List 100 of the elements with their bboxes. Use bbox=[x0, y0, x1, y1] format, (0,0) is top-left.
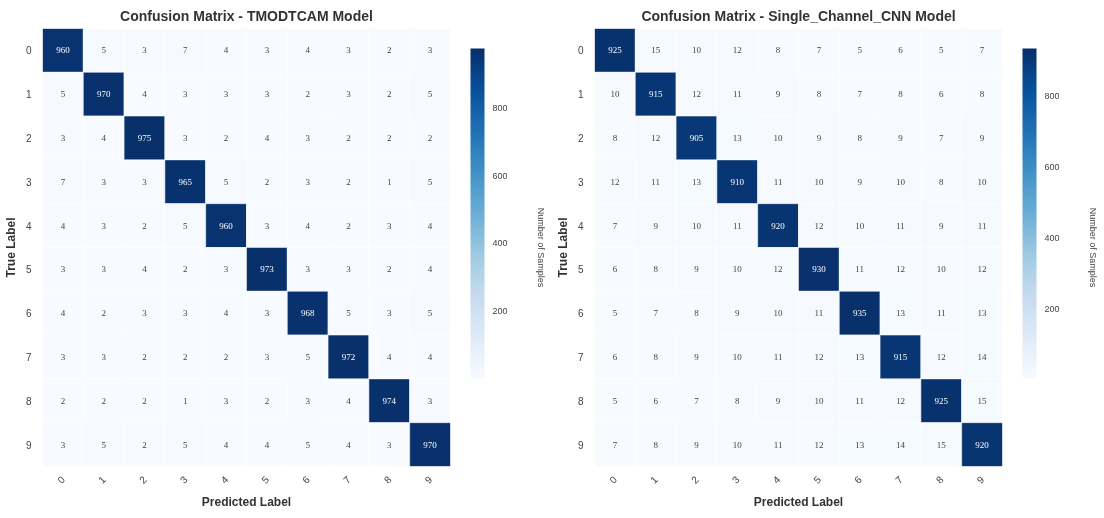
data-label: 4 bbox=[223, 45, 229, 56]
color-bar-label: 200 bbox=[492, 306, 508, 317]
data-label: 3 bbox=[427, 395, 433, 406]
data-label: 12 bbox=[773, 264, 783, 275]
data-label: 3 bbox=[183, 308, 189, 319]
data-label: 3 bbox=[305, 395, 311, 406]
data-label: 10 bbox=[896, 176, 906, 187]
data-label: 3 bbox=[427, 45, 433, 56]
x-tick-label: 4 bbox=[218, 473, 231, 486]
y-tick-label: 0 bbox=[25, 45, 32, 57]
data-label: 1 bbox=[183, 395, 188, 406]
y-tick-label: 3 bbox=[25, 176, 32, 188]
data-label: 11 bbox=[651, 176, 661, 187]
data-label: 960 bbox=[219, 220, 234, 231]
data-label: 930 bbox=[812, 264, 827, 275]
x-tick-label: 3 bbox=[729, 473, 742, 486]
data-label: 2 bbox=[142, 352, 147, 362]
y-tick-label: 1 bbox=[577, 89, 584, 101]
data-label: 7 bbox=[979, 45, 985, 56]
data-label: 12 bbox=[651, 133, 661, 143]
data-label: 5 bbox=[305, 352, 311, 362]
data-label: 7 bbox=[653, 308, 659, 319]
data-label: 974 bbox=[382, 395, 397, 406]
data-label: 5 bbox=[346, 308, 352, 319]
data-label: 4 bbox=[60, 220, 66, 231]
x-tick-label: 4 bbox=[770, 473, 783, 486]
data-label: 6 bbox=[898, 45, 904, 56]
data-label: 11 bbox=[855, 264, 865, 275]
data-label: 5 bbox=[939, 45, 945, 56]
y-tick-label: 3 bbox=[577, 176, 584, 188]
data-label: 3 bbox=[223, 89, 229, 100]
data-label: 5 bbox=[183, 439, 189, 450]
data-label: 973 bbox=[260, 264, 275, 275]
data-label: 13 bbox=[692, 176, 702, 187]
data-label: 4 bbox=[101, 133, 107, 143]
data-label: 13 bbox=[977, 308, 988, 319]
data-label: 3 bbox=[387, 220, 393, 231]
y-tick-label: 6 bbox=[577, 308, 584, 320]
data-label: 9 bbox=[898, 133, 904, 143]
data-label: 3 bbox=[223, 264, 229, 275]
data-label: 11 bbox=[773, 352, 783, 362]
y-tick-label: 4 bbox=[25, 220, 32, 232]
data-label: 10 bbox=[773, 133, 784, 143]
data-label: 935 bbox=[852, 308, 867, 319]
data-label: 2 bbox=[183, 352, 188, 362]
y-axis-title: True Label bbox=[555, 217, 570, 278]
data-label: 6 bbox=[653, 395, 659, 406]
data-label: 3 bbox=[183, 89, 189, 100]
data-label: 3 bbox=[142, 308, 148, 319]
data-label: 2 bbox=[346, 220, 351, 231]
data-label: 925 bbox=[608, 45, 623, 56]
data-label: 3 bbox=[223, 395, 229, 406]
data-label: 12 bbox=[814, 352, 824, 362]
data-label: 905 bbox=[689, 133, 704, 143]
data-label: 5 bbox=[427, 176, 433, 187]
data-label: 2 bbox=[427, 133, 433, 143]
data-label: 5 bbox=[183, 220, 189, 231]
data-label: 11 bbox=[732, 89, 742, 100]
y-axis-title: True Label bbox=[3, 217, 18, 278]
data-label: 3 bbox=[183, 133, 189, 143]
data-label: 4 bbox=[142, 264, 148, 275]
data-label: 9 bbox=[816, 133, 822, 143]
data-label: 4 bbox=[305, 220, 311, 231]
data-label: 915 bbox=[893, 352, 908, 362]
y-tick-label: 1 bbox=[25, 89, 32, 101]
data-label: 6 bbox=[612, 352, 618, 362]
data-label: 10 bbox=[977, 176, 988, 187]
color-bar-label: 200 bbox=[1044, 304, 1060, 315]
x-tick-label: 5 bbox=[259, 473, 272, 486]
data-label: 5 bbox=[427, 308, 433, 319]
x-tick-label: 9 bbox=[974, 473, 987, 486]
data-label: 7 bbox=[816, 45, 822, 56]
data-label: 9 bbox=[735, 308, 741, 319]
x-tick-label: 5 bbox=[811, 473, 824, 486]
data-label: 12 bbox=[692, 89, 701, 100]
data-label: 5 bbox=[101, 439, 107, 450]
data-label: 13 bbox=[855, 439, 865, 450]
data-label: 11 bbox=[936, 308, 946, 319]
x-tick-label: 0 bbox=[607, 473, 620, 486]
data-label: 2 bbox=[387, 89, 392, 100]
color-bar-label: 800 bbox=[492, 102, 508, 113]
data-label: 8 bbox=[653, 264, 659, 275]
data-label: 6 bbox=[939, 89, 945, 100]
data-label: 8 bbox=[735, 395, 741, 406]
data-label: 8 bbox=[653, 439, 659, 450]
data-label: 7 bbox=[612, 220, 618, 231]
x-tick-label: 2 bbox=[689, 473, 702, 486]
data-label: 11 bbox=[977, 220, 987, 231]
x-axis-title: Predicted Label bbox=[201, 495, 292, 510]
color-bar-label: 400 bbox=[492, 238, 508, 249]
data-label: 3 bbox=[387, 308, 393, 319]
color-bar-label: 600 bbox=[492, 170, 508, 181]
data-label: 11 bbox=[896, 220, 905, 231]
data-label: 965 bbox=[178, 176, 193, 187]
data-label: 7 bbox=[939, 133, 945, 143]
data-label: 12 bbox=[732, 45, 742, 56]
data-label: 2 bbox=[387, 264, 392, 275]
data-label: 972 bbox=[341, 352, 356, 362]
y-tick-label: 8 bbox=[577, 395, 584, 407]
data-label: 7 bbox=[612, 439, 618, 450]
